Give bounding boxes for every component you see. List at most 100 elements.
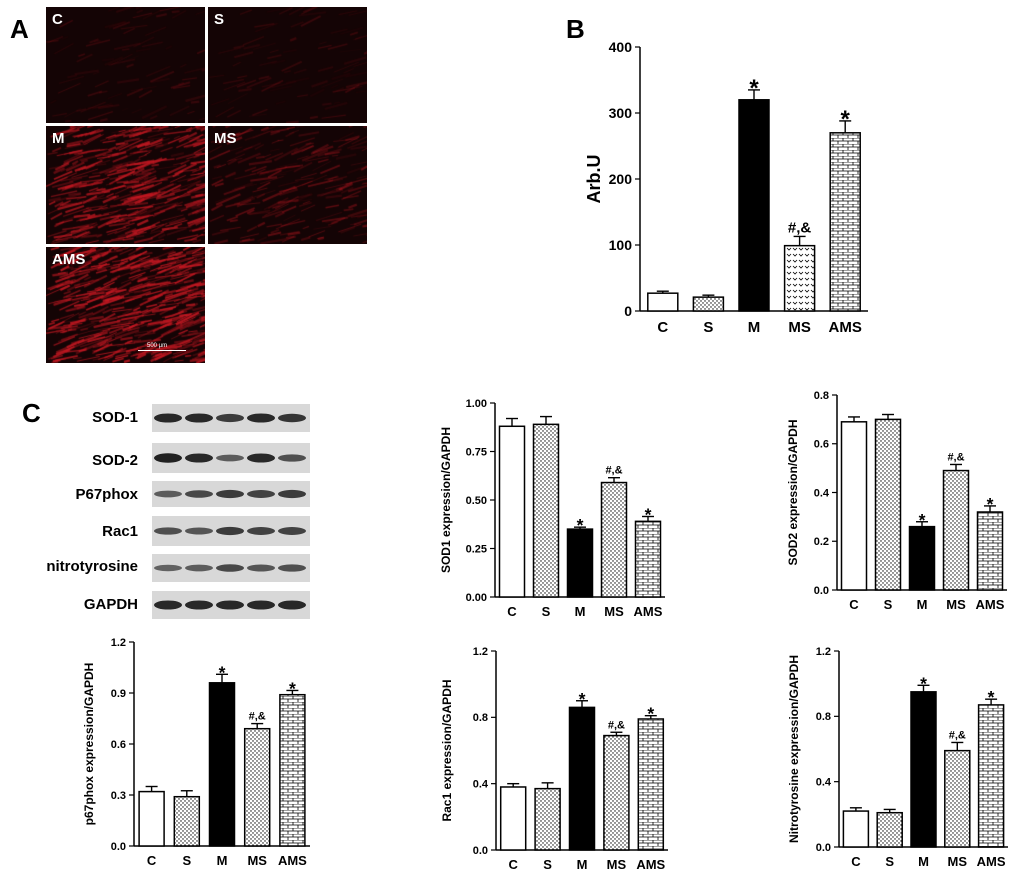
blot-band <box>247 564 275 572</box>
bar <box>876 811 903 848</box>
significance-mark: * <box>919 510 926 530</box>
bar <box>534 787 561 851</box>
blot-band <box>278 564 306 572</box>
blot-band <box>278 454 306 462</box>
x-tick-label: S <box>703 319 713 336</box>
blot-band <box>185 453 213 463</box>
x-tick-label: S <box>542 604 551 619</box>
bar <box>279 693 306 847</box>
blot-band <box>216 413 244 423</box>
bar <box>138 790 165 847</box>
blot-band <box>154 600 182 610</box>
bar <box>243 727 271 847</box>
significance-mark: #,& <box>605 465 622 477</box>
bar <box>976 511 1004 591</box>
y-tick-label: 0.0 <box>814 585 829 597</box>
blot-strip-nitrotyrosine <box>152 554 310 582</box>
blot-band <box>154 527 182 535</box>
blot-label-sod2: SOD-2 <box>92 452 138 469</box>
blot-band <box>185 564 213 572</box>
y-tick-label: 0.25 <box>466 543 487 555</box>
x-tick-label: AMS <box>278 853 307 868</box>
x-tick-label: MS <box>948 854 968 869</box>
bar <box>829 132 861 312</box>
blot-strip-gapdh <box>152 591 310 619</box>
x-tick-label: S <box>543 857 552 872</box>
y-tick-label: 0.8 <box>814 390 829 402</box>
y-tick-label: 1.2 <box>111 637 126 649</box>
y-tick-label: 1.00 <box>466 398 487 410</box>
x-tick-label: S <box>884 597 893 612</box>
micrograph-s: S <box>208 7 367 123</box>
y-axis-label: p67phox expression/GAPDH <box>82 663 96 826</box>
x-tick-label: M <box>748 319 761 336</box>
y-tick-label: 0.8 <box>816 711 831 723</box>
significance-mark: * <box>579 689 586 709</box>
y-tick-label: 0.9 <box>111 688 126 700</box>
blot-strip-rac1 <box>152 516 310 546</box>
y-tick-label: 0.0 <box>473 845 488 857</box>
blot-band <box>216 564 244 572</box>
bar <box>944 749 971 848</box>
blot-label-gapdh: GAPDH <box>83 596 138 613</box>
x-tick-label: C <box>851 854 861 869</box>
y-tick-label: 0.3 <box>111 790 126 802</box>
blot-band <box>216 489 244 499</box>
x-tick-label: C <box>507 604 517 619</box>
bar <box>842 810 870 848</box>
micrograph-label: C <box>52 11 63 28</box>
x-tick-label: M <box>917 597 928 612</box>
y-tick-label: 1.2 <box>816 646 831 658</box>
micrograph-image <box>46 247 205 363</box>
blot-band <box>185 413 213 423</box>
significance-mark: * <box>219 662 226 682</box>
x-tick-label: AMS <box>977 854 1006 869</box>
x-tick-label: AMS <box>829 319 862 336</box>
blot-bands <box>154 526 306 536</box>
bar <box>783 244 816 312</box>
x-tick-label: MS <box>788 319 811 336</box>
micrograph-label: S <box>214 11 225 28</box>
y-tick-label: 0.4 <box>814 487 830 499</box>
y-tick-label: 0.50 <box>466 495 487 507</box>
y-tick-label: 0.0 <box>816 842 831 854</box>
x-tick-label: AMS <box>636 857 665 872</box>
blot-bands <box>154 600 306 610</box>
significance-mark: * <box>647 704 654 724</box>
x-tick-label: AMS <box>976 597 1005 612</box>
micrograph-c: C <box>46 7 205 123</box>
y-axis-label: Nitrotyrosine expression/GAPDH <box>787 655 801 843</box>
bar <box>910 691 937 848</box>
x-tick-label: MS <box>247 853 267 868</box>
blot-band <box>247 600 275 610</box>
significance-mark: * <box>749 75 759 102</box>
blot-band <box>154 453 182 463</box>
x-tick-label: C <box>849 597 859 612</box>
x-tick-label: MS <box>607 857 627 872</box>
blot-band <box>216 454 244 462</box>
bar <box>634 520 662 598</box>
x-tick-label: C <box>509 857 519 872</box>
y-axis-label: SOD1 expression/GAPDH <box>439 427 453 573</box>
scale-bar <box>138 350 186 351</box>
significance-mark: * <box>841 106 851 133</box>
x-tick-label: C <box>657 319 668 336</box>
x-tick-label: C <box>147 853 157 868</box>
significance-mark: #,& <box>249 711 266 723</box>
significance-mark: #,& <box>949 729 966 741</box>
y-tick-label: 200 <box>609 171 633 187</box>
blot-strip-sod1 <box>152 404 310 432</box>
blot-band <box>247 453 275 463</box>
blot-strip-sod2 <box>152 443 310 473</box>
bar <box>603 734 630 851</box>
micrograph-label: AMS <box>52 251 86 268</box>
blot-label-nitrotyrosine: nitrotyrosine <box>46 558 138 575</box>
bar <box>977 704 1005 848</box>
blot-band <box>154 490 182 498</box>
significance-mark: * <box>987 494 994 514</box>
micrograph-label: MS <box>214 130 237 147</box>
blot-strip-p67phox <box>152 481 310 507</box>
